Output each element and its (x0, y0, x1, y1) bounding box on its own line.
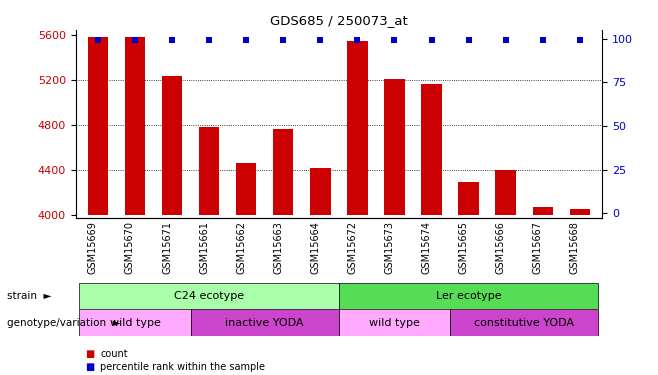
Point (241, 38, 251, 44)
Point (574, 38, 585, 44)
Bar (80, 309, 191, 336)
Point (278, 38, 288, 44)
Text: GSM15674: GSM15674 (422, 221, 432, 274)
Text: genotype/variation  ►: genotype/variation ► (7, 318, 120, 327)
Bar (162, 76, 182, 215)
Bar (199, 127, 219, 215)
Text: GSM15664: GSM15664 (311, 221, 320, 274)
Bar (80, 283, 339, 309)
Title: GDS685 / 250073_at: GDS685 / 250073_at (270, 15, 408, 27)
Text: Ler ecotype: Ler ecotype (436, 291, 501, 301)
Text: constitutive YODA: constitutive YODA (474, 318, 574, 327)
Bar (191, 309, 339, 336)
Text: ■: ■ (86, 362, 95, 372)
Text: inactive YODA: inactive YODA (226, 318, 304, 327)
Bar (459, 183, 479, 215)
Bar (339, 283, 598, 309)
Text: ■: ■ (86, 350, 95, 359)
Text: wild type: wild type (369, 318, 420, 327)
Text: strain  ►: strain ► (7, 291, 51, 301)
Text: GSM15661: GSM15661 (199, 221, 209, 274)
Point (166, 38, 177, 44)
Point (390, 38, 400, 44)
Text: GSM15663: GSM15663 (273, 221, 283, 274)
Bar (125, 38, 145, 215)
Text: wild type: wild type (109, 318, 161, 327)
Bar (384, 79, 405, 215)
Point (463, 38, 474, 44)
Text: GSM15662: GSM15662 (236, 221, 246, 274)
Text: C24 ecotype: C24 ecotype (174, 291, 244, 301)
Text: GSM15673: GSM15673 (384, 221, 395, 274)
Point (426, 38, 437, 44)
Bar (347, 41, 368, 215)
Point (501, 38, 511, 44)
Text: GSM15670: GSM15670 (125, 221, 135, 274)
Text: GSM15668: GSM15668 (570, 221, 580, 274)
Text: GSM15665: GSM15665 (459, 221, 468, 274)
Text: GSM15672: GSM15672 (347, 221, 357, 274)
Text: percentile rank within the sample: percentile rank within the sample (100, 362, 265, 372)
Text: GSM15667: GSM15667 (533, 221, 543, 274)
Bar (495, 170, 516, 215)
Bar (450, 309, 598, 336)
Bar (339, 309, 450, 336)
Text: GSM15671: GSM15671 (162, 221, 172, 274)
Point (204, 38, 215, 44)
Point (93, 38, 103, 44)
Text: GSM15666: GSM15666 (495, 221, 506, 274)
Bar (236, 163, 257, 215)
Text: GSM15669: GSM15669 (88, 221, 98, 274)
Bar (532, 207, 553, 215)
Bar (570, 209, 590, 215)
Point (130, 38, 140, 44)
Bar (310, 168, 330, 215)
Point (352, 38, 363, 44)
Point (538, 38, 548, 44)
Text: count: count (100, 350, 128, 359)
Bar (273, 129, 293, 215)
Bar (88, 37, 108, 215)
Bar (421, 84, 442, 215)
Point (315, 38, 326, 44)
